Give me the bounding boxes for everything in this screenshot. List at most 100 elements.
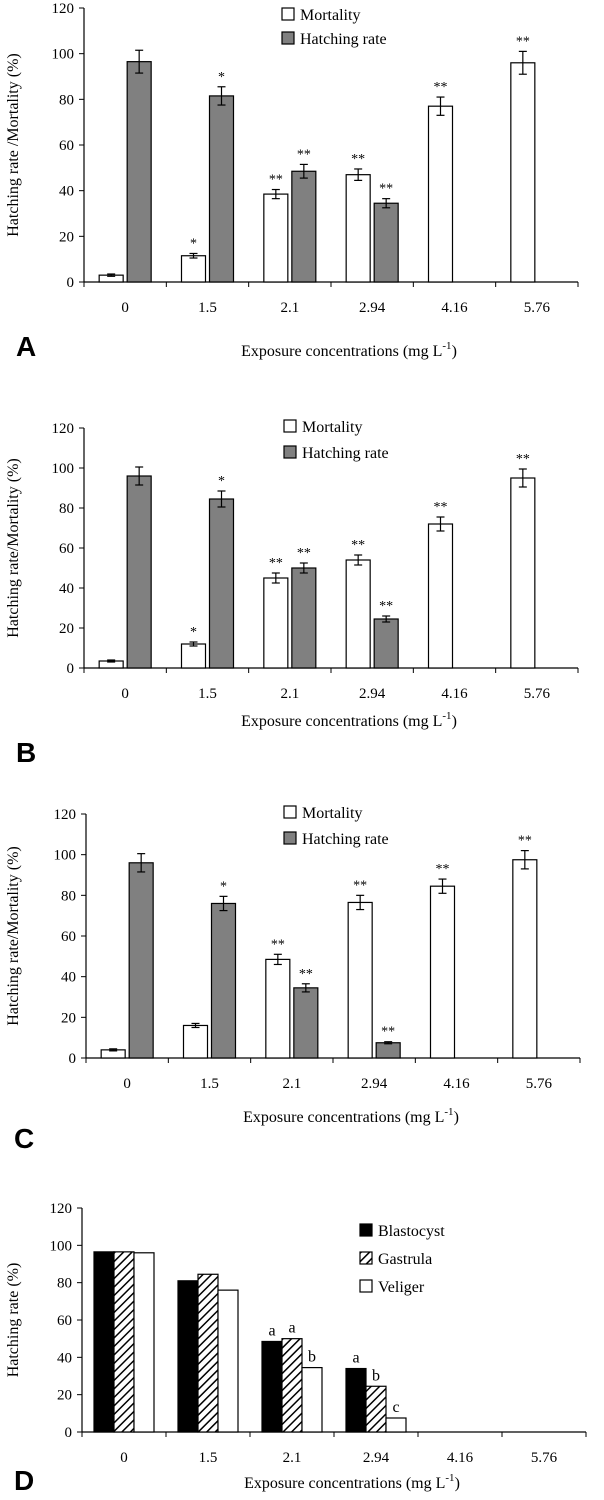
legend-label: Blastocyst [378,1223,445,1240]
legend-label: Hatching rate [302,445,389,462]
group-letter-label: a [268,1322,275,1339]
y-tick-label: 120 [50,1201,73,1217]
bar-mortality [429,885,456,1059]
significance-label: ** [434,80,448,95]
significance-label: ** [297,147,311,162]
significance-label: ** [518,834,532,849]
significance-label: * [218,70,225,85]
bar-hatching-rate [375,1042,401,1059]
significance-label: ** [299,967,313,982]
legend-swatch [359,1223,373,1237]
bar-blastocyst [261,1340,283,1433]
bar-hatching-rate [210,902,237,1059]
bar-mortality [180,643,207,669]
y-tick-label: 0 [67,275,75,291]
significance-label: ** [379,182,393,197]
y-axis-title: Hatching rate /Mortality (%) [5,53,22,237]
legend-label: Mortality [300,7,360,24]
bar-hatching-rate [373,618,399,669]
significance-label: * [190,625,197,640]
x-tick-label: 0 [121,300,129,316]
group-letter-label: c [392,1399,399,1416]
y-axis-title: Hatching rate/Mortality (%) [5,458,22,638]
legend-swatch [281,31,295,45]
y-axis-title: Hatching rate/Mortality (%) [5,846,22,1026]
chart-panel-c: 0 20 40 60 80 100 120 0 1.5 2.1 2.94 4.16 5.76 Exposu… [5,805,581,1154]
legend: Mortality Hatching rate [283,805,389,848]
panel-label: A [16,331,36,362]
x-tick-label: 1.5 [199,1450,218,1466]
bar-hatching-rate [291,567,317,669]
y-tick-label: 80 [61,888,76,904]
legend-label: Mortality [302,805,362,822]
x-axis-title-sup: -1 [442,710,451,722]
legend-swatch [359,1279,373,1293]
y-tick-label: 40 [59,184,74,200]
x-axis-title: Exposure concentrations (mg L-1) [241,710,457,730]
significance-label: ** [381,1025,395,1040]
x-axis-title-end: ) [454,1109,459,1126]
significance-label: ** [436,862,450,877]
bar-hatching-rate [291,170,317,283]
x-tick-label: 5.76 [524,300,551,316]
bar-mortality [182,1024,209,1059]
x-tick-label: 2.94 [359,300,386,316]
bar-mortality [263,193,289,283]
legend-swatch [283,805,297,819]
bar-hatching-rate [293,987,319,1059]
panel-label: B [16,737,36,768]
y-axis-title: Hatching rate (%) [5,1263,22,1378]
group-letter-label: a [288,1320,295,1337]
x-axis-title-main: Exposure concentrations (mg L [244,1475,445,1492]
y-tick-label: 100 [52,461,75,477]
chart-panel-d: 0 20 40 60 80 100 120 0 1.5 2.1 2.94 4.16 5.76 Exposu… [5,1201,587,1496]
chart-panel-b: 0 20 40 60 80 100 120 0 1.5 2.1 2.94 4.16 5.76 Exposu… [5,419,579,768]
bar-gastrula [197,1273,219,1433]
bar-mortality [427,523,454,669]
x-tick-label: 2.1 [283,1450,302,1466]
significance-label: ** [297,546,311,561]
x-axis-title-end: ) [452,713,457,730]
bar-veliger [301,1366,323,1433]
bar-veliger [133,1252,155,1433]
x-tick-label: 4.16 [447,1450,474,1466]
legend-label: Hatching rate [300,31,387,48]
x-tick-label: 2.94 [359,686,386,702]
y-tick-label: 120 [52,1,75,17]
bar-mortality [510,477,536,669]
legend-swatch [283,831,297,845]
x-axis-title: Exposure concentrations (mg L-1) [243,1106,459,1126]
x-tick-label: 1.5 [198,686,217,702]
group-letter-label: b [372,1367,380,1384]
group-letter-label: b [308,1349,316,1366]
bar-mortality [512,859,538,1059]
y-tick-label: 40 [59,581,74,597]
bar-mortality [427,105,454,283]
legend-swatch [281,7,295,21]
bar-blastocyst [93,1251,115,1433]
y-tick-label: 20 [59,229,74,245]
x-tick-label: 1.5 [200,1076,219,1092]
y-tick-label: 60 [57,1313,72,1329]
y-tick-label: 100 [50,1238,73,1254]
x-tick-label: 1.5 [198,300,217,316]
group-letter-label: a [352,1350,359,1367]
x-axis-title: Exposure concentrations (mg L-1) [244,1472,460,1492]
x-tick-label: 5.76 [524,686,551,702]
bar-gastrula [281,1338,303,1433]
bar-mortality [180,255,207,283]
bar-gastrula [113,1251,135,1433]
y-tick-label: 0 [67,661,75,677]
x-tick-label: 2.1 [282,1076,301,1092]
chart-panel-a: 0 20 40 60 80 100 120 0 1.5 2.1 2.94 4.16 5.76 Exposu… [5,1,579,362]
legend-swatch [283,445,297,459]
significance-label: ** [516,34,530,49]
significance-label: ** [269,556,283,571]
x-tick-label: 5.76 [526,1076,553,1092]
legend: Blastocyst Gastrula Veliger [359,1223,445,1296]
x-tick-label: 0 [120,1450,128,1466]
y-tick-label: 60 [59,138,74,154]
significance-label: ** [516,452,530,467]
y-tick-label: 100 [54,848,77,864]
